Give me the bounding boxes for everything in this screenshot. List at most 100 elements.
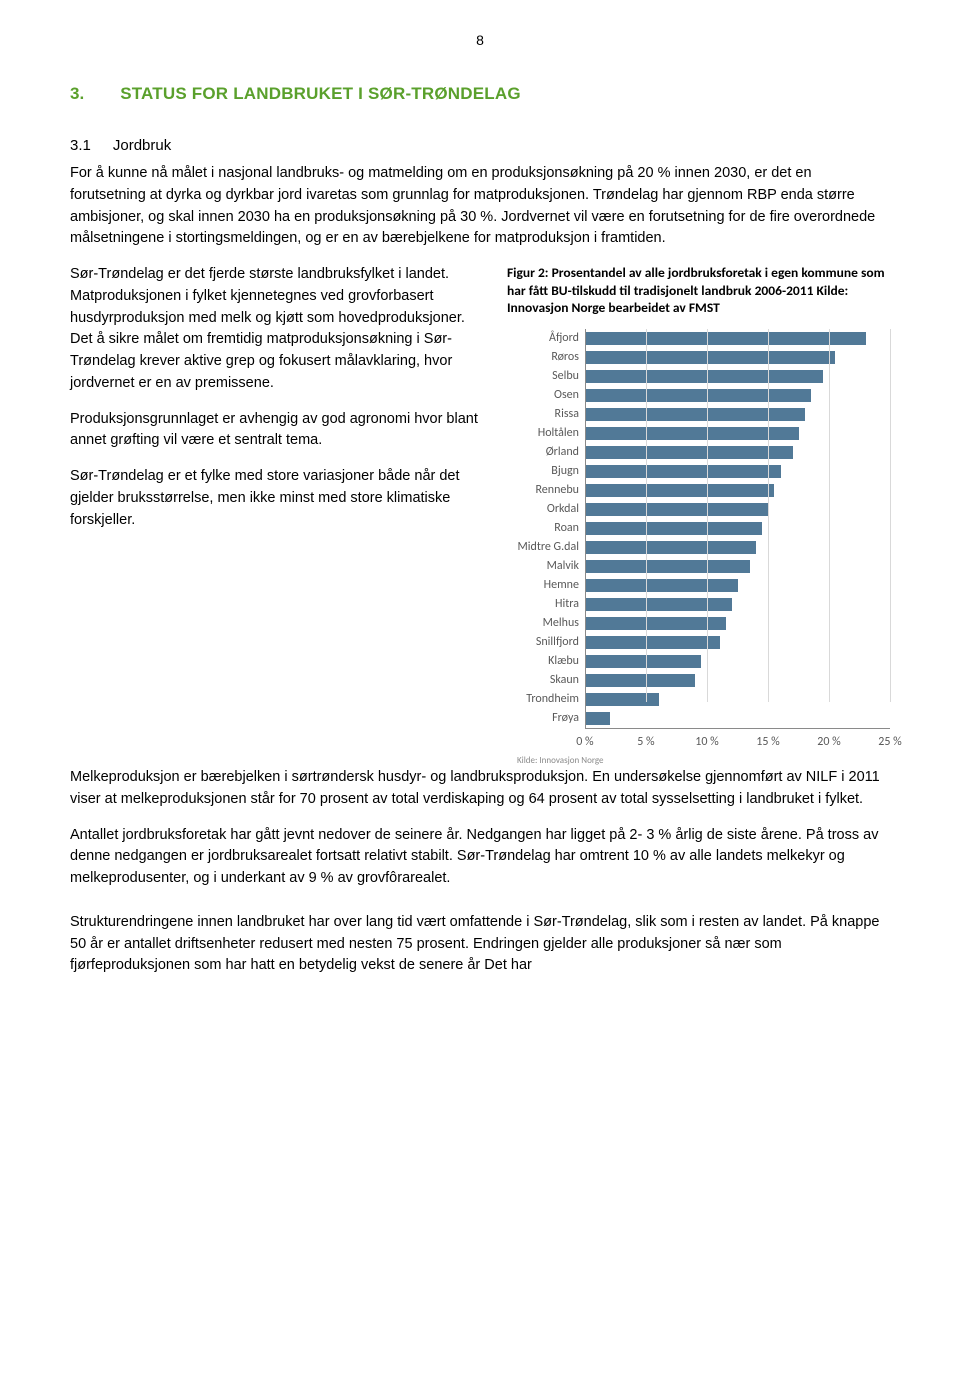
- chart-source: Kilde: Innovasjon Norge: [517, 754, 890, 768]
- chart-plot-area: [585, 576, 890, 595]
- heading-2-num: 3.1: [70, 137, 91, 154]
- chart-plot-area: [585, 367, 890, 386]
- chart-bar: [586, 674, 695, 687]
- chart-bar: [586, 389, 811, 402]
- chart-category-label: Roan: [507, 519, 585, 537]
- chart-row: Ørland: [507, 443, 890, 462]
- chart-row: Roan: [507, 519, 890, 538]
- chart-bar: [586, 655, 702, 668]
- chart-bar: [586, 427, 799, 440]
- paragraph: Produksjonsgrunnlaget er avhengig av god…: [70, 409, 485, 453]
- chart-bar: [586, 560, 750, 573]
- chart-category-label: Melhus: [507, 614, 585, 632]
- chart-row: Bjugn: [507, 462, 890, 481]
- chart-row: Malvik: [507, 557, 890, 576]
- chart-x-axis: 0 %5 %10 %15 %20 %25 %: [585, 728, 890, 752]
- chart-row: Snillfjord: [507, 633, 890, 652]
- chart-category-label: Orkdal: [507, 500, 585, 518]
- chart-category-label: Holtålen: [507, 424, 585, 442]
- chart-bar: [586, 579, 738, 592]
- chart-plot-area: [585, 500, 890, 519]
- chart-bar: [586, 712, 610, 725]
- chart-category-label: Snillfjord: [507, 633, 585, 651]
- chart-x-tick: 20 %: [817, 733, 840, 751]
- chart-category-label: Bjugn: [507, 462, 585, 480]
- chart-x-tick: 0 %: [576, 733, 593, 751]
- chart-row: Hitra: [507, 595, 890, 614]
- heading-2: 3.1Jordbruk: [70, 135, 890, 158]
- chart-plot-area: [585, 633, 890, 652]
- chart-category-label: Rissa: [507, 405, 585, 423]
- chart-plot-area: [585, 709, 890, 728]
- chart-x-tick: 10 %: [695, 733, 718, 751]
- chart-row: Orkdal: [507, 500, 890, 519]
- chart-category-label: Åfjord: [507, 329, 585, 347]
- chart-row: Åfjord: [507, 329, 890, 348]
- chart-plot-area: [585, 443, 890, 462]
- chart-category-label: Ørland: [507, 443, 585, 461]
- paragraph: Sør-Trøndelag er det fjerde største land…: [70, 264, 485, 395]
- heading-1: 3. STATUS FOR LANDBRUKET I SØR-TRØNDELAG: [70, 81, 890, 107]
- chart-row: Trondheim: [507, 690, 890, 709]
- bar-chart: ÅfjordRørosSelbuOsenRissaHoltålenØrlandB…: [507, 325, 890, 768]
- chart-row: Rissa: [507, 405, 890, 424]
- chart-row: Osen: [507, 386, 890, 405]
- chart-category-label: Røros: [507, 348, 585, 366]
- chart-bar: [586, 370, 823, 383]
- figure-caption: Figur 2: Prosentandel av alle jordbruksf…: [507, 264, 890, 317]
- chart-category-label: Selbu: [507, 367, 585, 385]
- chart-plot-area: [585, 348, 890, 367]
- chart-category-label: Hemne: [507, 576, 585, 594]
- chart-row: Midtre G.dal: [507, 538, 890, 557]
- chart-plot-area: [585, 595, 890, 614]
- chart-bar: [586, 351, 835, 364]
- paragraph: Strukturendringene innen landbruket har …: [70, 912, 890, 977]
- chart-bars: ÅfjordRørosSelbuOsenRissaHoltålenØrlandB…: [507, 329, 890, 728]
- chart-row: Melhus: [507, 614, 890, 633]
- chart-category-label: Skaun: [507, 671, 585, 689]
- chart-category-label: Hitra: [507, 595, 585, 613]
- chart-row: Selbu: [507, 367, 890, 386]
- chart-bar: [586, 465, 781, 478]
- chart-x-tick: 15 %: [756, 733, 779, 751]
- chart-bar: [586, 617, 726, 630]
- chart-row: Rennebu: [507, 481, 890, 500]
- chart-row: Holtålen: [507, 424, 890, 443]
- chart-category-label: Klæbu: [507, 652, 585, 670]
- left-column: Sør-Trøndelag er det fjerde største land…: [70, 264, 485, 545]
- chart-bar: [586, 693, 659, 706]
- heading-1-text: STATUS FOR LANDBRUKET I SØR-TRØNDELAG: [120, 84, 521, 103]
- chart-plot-area: [585, 614, 890, 633]
- chart-plot-area: [585, 690, 890, 709]
- chart-plot-area: [585, 538, 890, 557]
- chart-category-label: Frøya: [507, 709, 585, 727]
- chart-plot-area: [585, 652, 890, 671]
- two-column-section: Sør-Trøndelag er det fjerde største land…: [70, 264, 890, 767]
- page-number: 8: [70, 30, 890, 51]
- chart-bar: [586, 636, 720, 649]
- chart-category-label: Osen: [507, 386, 585, 404]
- chart-x-tick: 5 %: [637, 733, 654, 751]
- chart-plot-area: [585, 329, 890, 348]
- chart-category-label: Trondheim: [507, 690, 585, 708]
- chart-plot-area: [585, 424, 890, 443]
- chart-plot-area: [585, 481, 890, 500]
- chart-row: Røros: [507, 348, 890, 367]
- chart-plot-area: [585, 519, 890, 538]
- paragraph: For å kunne nå målet i nasjonal landbruk…: [70, 163, 890, 250]
- paragraph: Melkeproduksjon er bærebjelken i sørtrøn…: [70, 767, 890, 811]
- chart-bar: [586, 541, 756, 554]
- heading-1-num: 3.: [70, 84, 84, 103]
- chart-plot-area: [585, 405, 890, 424]
- chart-row: Klæbu: [507, 652, 890, 671]
- chart-category-label: Malvik: [507, 557, 585, 575]
- chart-category-label: Midtre G.dal: [507, 538, 585, 556]
- chart-bar: [586, 332, 866, 345]
- chart-plot-area: [585, 671, 890, 690]
- paragraph: Antallet jordbruksforetak har gått jevnt…: [70, 825, 890, 890]
- chart-category-label: Rennebu: [507, 481, 585, 499]
- chart-plot-area: [585, 462, 890, 481]
- chart-x-tick: 25 %: [878, 733, 901, 751]
- chart-row: Hemne: [507, 576, 890, 595]
- chart-gridline: [890, 329, 891, 702]
